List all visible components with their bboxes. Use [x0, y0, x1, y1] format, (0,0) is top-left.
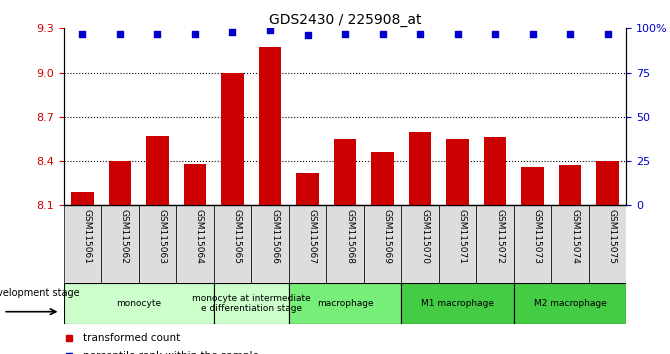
Text: GSM115075: GSM115075 [608, 209, 616, 264]
Title: GDS2430 / 225908_at: GDS2430 / 225908_at [269, 13, 421, 27]
Text: GSM115072: GSM115072 [495, 209, 504, 264]
Point [302, 33, 313, 38]
FancyBboxPatch shape [64, 283, 214, 324]
Point [452, 31, 463, 36]
Bar [409, 132, 431, 205]
Text: monocyte: monocyte [116, 299, 161, 308]
Bar [596, 161, 619, 205]
Point [602, 31, 613, 36]
Text: percentile rank within the sample: percentile rank within the sample [83, 351, 259, 354]
Bar [559, 166, 582, 205]
Point [377, 31, 388, 36]
Text: GSM115070: GSM115070 [420, 209, 429, 264]
FancyBboxPatch shape [326, 205, 364, 283]
FancyBboxPatch shape [214, 205, 251, 283]
Bar [184, 164, 206, 205]
Text: development stage: development stage [0, 289, 79, 298]
Text: GSM115065: GSM115065 [232, 209, 241, 264]
Bar [521, 167, 544, 205]
Text: GSM115064: GSM115064 [195, 209, 204, 264]
Bar [146, 136, 169, 205]
FancyBboxPatch shape [439, 205, 476, 283]
Text: GSM115069: GSM115069 [383, 209, 391, 264]
Text: GSM115063: GSM115063 [157, 209, 166, 264]
Bar [109, 161, 131, 205]
Point [265, 27, 275, 33]
Point [565, 31, 576, 36]
Bar [221, 73, 244, 205]
FancyBboxPatch shape [101, 205, 139, 283]
FancyBboxPatch shape [401, 205, 439, 283]
Text: M1 macrophage: M1 macrophage [421, 299, 494, 308]
Text: GSM115068: GSM115068 [345, 209, 354, 264]
Point [415, 31, 425, 36]
Text: GSM115067: GSM115067 [308, 209, 316, 264]
FancyBboxPatch shape [401, 283, 514, 324]
FancyBboxPatch shape [64, 205, 101, 283]
Bar [371, 152, 394, 205]
Text: GSM115071: GSM115071 [458, 209, 466, 264]
Text: GSM115061: GSM115061 [82, 209, 91, 264]
Bar [484, 137, 507, 205]
Text: GSM115062: GSM115062 [120, 209, 129, 264]
Point [227, 29, 238, 35]
Bar [334, 139, 356, 205]
Point [527, 31, 538, 36]
Point [190, 31, 200, 36]
Text: monocyte at intermediate
e differentiation stage: monocyte at intermediate e differentiati… [192, 294, 311, 313]
FancyBboxPatch shape [514, 283, 626, 324]
Point [152, 31, 163, 36]
FancyBboxPatch shape [139, 205, 176, 283]
Bar [71, 192, 94, 205]
Text: macrophage: macrophage [317, 299, 373, 308]
Point [115, 31, 125, 36]
Bar [296, 173, 319, 205]
Point [490, 31, 500, 36]
Text: GSM115066: GSM115066 [270, 209, 279, 264]
FancyBboxPatch shape [476, 205, 514, 283]
FancyBboxPatch shape [589, 205, 626, 283]
Text: transformed count: transformed count [83, 333, 181, 343]
FancyBboxPatch shape [551, 205, 589, 283]
FancyBboxPatch shape [251, 205, 289, 283]
FancyBboxPatch shape [289, 283, 401, 324]
Text: GSM115073: GSM115073 [533, 209, 541, 264]
Text: M2 macrophage: M2 macrophage [534, 299, 606, 308]
Bar [446, 139, 469, 205]
Point [340, 31, 350, 36]
Bar [259, 47, 281, 205]
FancyBboxPatch shape [514, 205, 551, 283]
FancyBboxPatch shape [214, 283, 289, 324]
Point [77, 31, 88, 36]
FancyBboxPatch shape [364, 205, 401, 283]
FancyBboxPatch shape [289, 205, 326, 283]
Text: GSM115074: GSM115074 [570, 209, 579, 264]
FancyBboxPatch shape [176, 205, 214, 283]
